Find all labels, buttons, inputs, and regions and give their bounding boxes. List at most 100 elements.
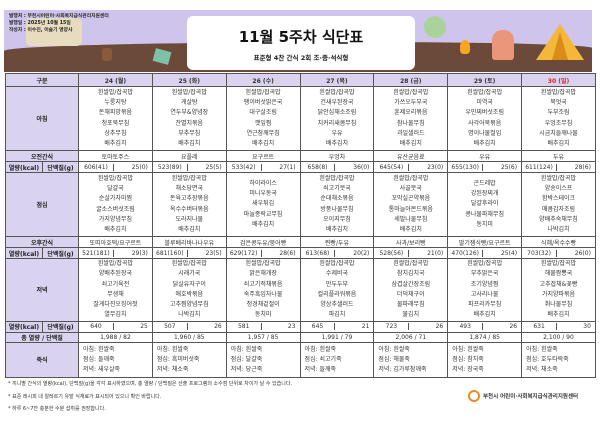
menu-item: 두부조림 <box>547 109 570 117</box>
kcal-value: 581 <box>227 323 262 331</box>
menu-item: 마늘종락교무침 <box>243 210 283 218</box>
total-item: 1,960 / 85 <box>151 331 227 343</box>
menu-item: 명이나물절임 <box>468 129 502 137</box>
breakfast-menu: 흰쌀밥/잡곡밥 북엇국 두부조림 우엉조무침 시금치들깨나물 배추김치 <box>521 86 596 151</box>
menu-item: 누룽지탕 <box>104 98 127 106</box>
menu-item: 배추김치 <box>252 140 275 148</box>
menu-item: 청포묵무침 <box>101 119 130 127</box>
nutrition-cell: 703(32) 26(0) <box>521 247 596 259</box>
menu-item: 꼬막실곤약볶음 <box>391 195 431 203</box>
kcal-label: 열량(kcal) <box>5 247 43 259</box>
nutrition-values: 611(124) 28(6) <box>523 163 595 171</box>
menu-item: 배추김치 <box>178 140 201 148</box>
pm_snack-item: 찐빵/두유 <box>299 236 375 248</box>
dinner-label: 저녁 <box>4 258 80 322</box>
menu-item: 시금치들깨나물 <box>539 129 578 137</box>
nutrition-cell: 533(42) 27(1) <box>225 161 301 173</box>
menu-item: 흰쌀밥/잡곡밥 <box>171 260 207 267</box>
protein-label: 단백질(g) <box>41 320 80 333</box>
lunch-row: 점심 흰쌀밥/잡곡밥 달걀국 순살가자미찜 굴소스버섯조림 가지양념무침 배추김치 흰쌀밥/잡… <box>4 172 596 237</box>
menu-item: 쇠고기적채볶음 <box>243 280 283 288</box>
nutrition-values: 507 26 <box>153 323 225 331</box>
nutrition-row: 열량(kcal) 단백질(g) 606(41) 25(0) 523(89) 25(5) 53… <box>5 161 596 173</box>
menu-item: 파프리카무침 <box>468 301 502 309</box>
menu-item: 삼겹살간장조림 <box>391 280 431 288</box>
day-header: 24 (월) <box>78 73 153 87</box>
note: * 끼니별 간식의 열량(kcal), 단백질(g)을 각각 표시하였으며, 총… <box>8 381 293 387</box>
protein-value: 26 <box>509 323 518 331</box>
menu-item: 우엉조무침 <box>544 119 573 127</box>
menu-item: 순살가자미찜 <box>98 195 132 203</box>
menu-item: 고추잡채&꽃빵 <box>539 280 578 288</box>
menu-item: 통마늘아몬드볶음 <box>388 205 433 213</box>
nutrition-values: 493 26 <box>449 323 521 331</box>
am_snack-item: 요플레 <box>151 150 227 162</box>
menu-item: 미니우동국 <box>249 190 277 198</box>
nutrition-cell: 611(124) 28(6) <box>521 161 596 173</box>
menu-item: 돈채피망볶음 <box>98 109 132 117</box>
breakfast-menu: 흰쌀밥/잡곡밥 가쓰오두부국 훈제오리볶음 참나물무침 과일샐러드 배추김치 <box>373 86 449 151</box>
menu-item: 동치미 <box>254 311 272 319</box>
day-header: 27 (목) <box>299 73 375 87</box>
menu-item: 흰쌀밥/잡곡밥 <box>467 88 503 96</box>
note: * 표준 레시피 내 알레르기 유발 식재료가 표시되어 있으니 확인 바랍니다… <box>8 393 162 400</box>
footer-logo-text: 부천시 어린이·사회복지급식관리지원센터 <box>483 394 579 400</box>
nutrition-cell: 528(56) 21(0) <box>373 247 449 259</box>
protein-label: 단백질(g) <box>41 161 80 173</box>
nutrition-cell: 507 26 <box>151 320 227 333</box>
nutrition-values: 523(89) 25(5) <box>153 163 225 171</box>
porridge-menu: 아침: 흰쌀죽 점심: 흑미버섯죽 저녁: 채소죽 <box>151 341 227 378</box>
protein-value: 26 <box>435 323 444 331</box>
menu-item: 달걀후라이 <box>470 200 499 208</box>
protein-value: 36(0) <box>353 163 370 171</box>
kcal-value: 470(126) <box>449 249 484 257</box>
kcal-value: 629(172) <box>227 249 262 257</box>
total-item: 1,874 / 85 <box>447 331 523 343</box>
am_snack-label: 오전간식 <box>4 150 80 162</box>
menu-item: 고사리나물 <box>470 290 499 298</box>
dinner-menu: 흰쌀밥/잡곡밥 양배추된장국 쇠고기육전 무생채 잘게다진오징어젓 열무김치 <box>78 258 153 322</box>
protein-value: 23(0) <box>427 163 444 171</box>
day-header: 26 (수) <box>225 73 301 87</box>
menu-item: 오이지무침 <box>323 215 351 223</box>
nutrition-cell: 631 30 <box>521 320 596 333</box>
publisher: 발행처 : 부천시어린이·사회복지급식관리지원센터 <box>9 14 109 19</box>
nutrition-values: 645 21 <box>301 323 373 331</box>
page-subtitle: 표준형 4찬 간식 2회 조·중·석식형 <box>253 54 349 62</box>
protein-value: 25 <box>140 323 148 331</box>
porridge-item: 저녁: 새우살죽 <box>83 365 121 373</box>
protein-value: 28(6) <box>574 163 591 171</box>
porridge-item: 아침: 흰쌀죽 <box>83 345 115 353</box>
kcal-value: 640 <box>80 323 114 331</box>
nutrition-values: 658(8) 36(0) <box>301 163 373 171</box>
header-banner: 발행처 : 부천시어린이·사회복지급식관리지원센터 발행일 : 2025년 10… <box>4 10 592 72</box>
menu-item: 만두두부 <box>325 280 349 288</box>
nutrition-cell: 613(68) 20(2) <box>299 247 375 259</box>
menu-item: 배추김치 <box>547 311 570 319</box>
menu-item: 흰쌀밥/잡곡밥 <box>171 174 207 182</box>
kcal-value: 611(124) <box>523 163 557 171</box>
menu-item: 흰쌀밥/잡곡밥 <box>393 88 429 96</box>
nutrition-cell: 655(130) 25(6) <box>447 161 523 173</box>
menu-item: 배추김치 <box>178 226 201 234</box>
menu-item: 참나물무침 <box>397 119 425 127</box>
total-item: 1,957 / 85 <box>225 331 301 343</box>
porridge-menu: 아침: 흰쌀죽 점심: 달걀죽 저녁: 당근죽 <box>225 341 301 378</box>
nutrition-values: 521(181) 29(3) <box>80 249 152 257</box>
menu-item: 게살탕 <box>181 98 198 106</box>
protein-value: 23 <box>287 323 296 331</box>
menu-item: 곤드레밥 <box>473 179 496 187</box>
kcal-value: 507 <box>153 323 188 331</box>
menu-item: 배추김치 <box>325 226 349 234</box>
lunch-menu: 곤드레밥 강된장찌개 달걀후라이 콩나물파채무침 동치미 <box>447 172 523 237</box>
menu-item: 조기양념찜 <box>470 280 499 288</box>
note: * 하루 6~7잔 충분한 수분 섭취를 권장합니다. <box>8 406 106 412</box>
menu-item: 열무김치 <box>104 311 127 319</box>
nutrition-cell: 523(89) 25(5) <box>151 161 227 173</box>
nutrition-row: 열량(kcal) 단백질(g) 640 25 507 26 581 23 645 21 723 26 4… <box>5 320 596 333</box>
porridge-label: 죽식 <box>4 341 80 378</box>
protein-value: 27(1) <box>279 163 296 171</box>
camper-van-illustration <box>26 18 82 46</box>
menu-item: 흰쌀밥/잡곡밥 <box>540 260 577 267</box>
smile-logo-icon <box>468 390 480 402</box>
